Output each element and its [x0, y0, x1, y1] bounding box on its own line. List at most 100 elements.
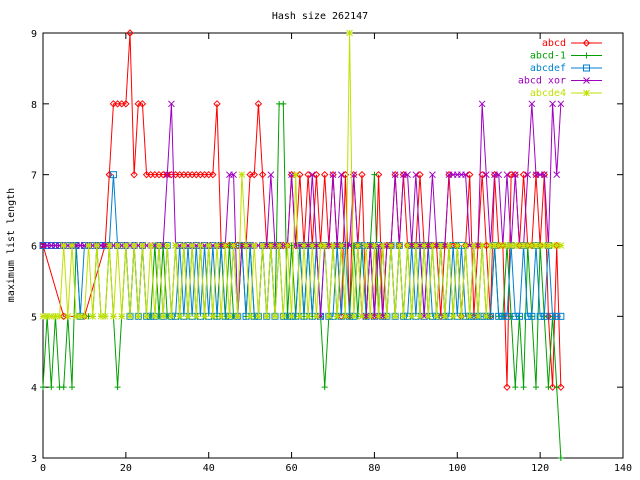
data-point-abcd	[254, 100, 263, 108]
data-point-abcdef	[528, 312, 536, 320]
data-point-abcd	[296, 170, 304, 179]
data-point-abcd	[321, 170, 329, 179]
data-point-abcd-xor	[391, 171, 399, 179]
data-point-abcd	[437, 312, 445, 321]
data-point-abcd-xor	[429, 171, 436, 179]
data-point-abcd-1	[553, 384, 560, 391]
data-point-abcde4	[201, 312, 208, 320]
y-tick-label: 7	[31, 171, 37, 182]
data-point-abcd-xor	[553, 171, 561, 179]
data-point-abcd-xor	[557, 100, 565, 108]
data-point-abcde4	[313, 312, 320, 320]
data-point-abcde4	[271, 312, 279, 320]
legend-label-abcdef: abcdef	[530, 63, 566, 74]
data-point-abcdef	[536, 312, 544, 320]
data-point-abcde4	[184, 312, 192, 320]
data-point-abcd-1	[533, 384, 539, 391]
y-tick-label: 3	[31, 454, 37, 465]
data-point-abcde4	[371, 242, 378, 249]
data-point-abcde4	[43, 312, 51, 320]
data-point-abcde4	[234, 312, 242, 320]
x-tick-label: 0	[40, 463, 46, 474]
data-point-abcde4	[329, 242, 337, 249]
data-point-abcd	[432, 241, 441, 250]
data-point-abcde4	[134, 312, 142, 320]
x-tick-label: 80	[368, 463, 380, 474]
data-point-abcde4	[118, 312, 126, 320]
data-point-abcde4	[540, 242, 548, 249]
data-point-abcde4	[39, 312, 47, 320]
data-point-abcde4	[412, 242, 420, 249]
x-tick-label: 140	[614, 463, 632, 474]
data-point-abcde4	[159, 312, 167, 320]
data-point-abcd	[474, 241, 482, 250]
data-point-abcde4	[400, 312, 407, 320]
x-tick-label: 60	[286, 463, 298, 474]
data-point-abcde4	[89, 312, 97, 320]
x-tick-label: 20	[120, 463, 132, 474]
data-point-abcd	[519, 170, 528, 179]
data-point-abcde4	[259, 242, 266, 249]
data-point-abcdef	[540, 312, 548, 320]
data-point-abcde4	[458, 312, 465, 320]
data-point-abcde4	[524, 242, 532, 249]
data-point-abcd	[416, 170, 424, 179]
data-point-abcd	[213, 100, 221, 108]
data-point-abcd	[325, 241, 333, 250]
data-point-abcde4	[553, 242, 561, 249]
data-point-abcd-xor	[230, 171, 237, 179]
data-point-abcde4	[143, 312, 150, 320]
data-point-abcde4	[93, 242, 101, 249]
data-point-abcd-xor	[540, 171, 548, 179]
data-point-abcde4	[511, 242, 519, 249]
y-tick-label: 5	[31, 312, 37, 323]
data-point-abcde4	[375, 312, 382, 320]
data-point-abcd	[312, 170, 321, 179]
data-point-abcd	[258, 170, 267, 179]
data-point-abcde4	[532, 242, 540, 249]
data-point-abcde4	[474, 312, 482, 320]
data-point-abcd-xor	[329, 171, 337, 179]
x-tick-label: 100	[448, 463, 466, 474]
data-point-abcde4	[213, 242, 221, 249]
data-point-abcde4	[536, 242, 544, 249]
data-point-abcde4	[487, 242, 494, 249]
data-point-abcd	[130, 170, 138, 179]
data-point-abcde4	[205, 242, 213, 249]
series-layer	[39, 29, 565, 461]
data-point-abcde4	[520, 242, 527, 249]
data-point-abcdef	[553, 312, 561, 320]
y-axis-label: maximum list length	[6, 188, 17, 302]
data-point-abcde4	[404, 242, 411, 249]
data-point-abcde4	[172, 242, 179, 249]
data-point-abcde4	[180, 242, 188, 249]
data-point-abcde4	[192, 312, 200, 320]
data-point-abcd-xor	[412, 171, 420, 179]
data-point-abcdef	[503, 312, 511, 320]
data-point-abcde4	[321, 242, 329, 249]
data-point-abcde4	[105, 242, 113, 249]
data-point-abcde4	[424, 312, 432, 320]
data-point-abcde4	[308, 242, 316, 249]
data-point-abcde4	[292, 171, 300, 179]
data-point-abcde4	[163, 242, 171, 249]
data-point-abcde4	[101, 312, 109, 320]
data-point-abcde4	[238, 171, 246, 179]
data-point-abcde4	[437, 242, 445, 249]
data-point-abcde4	[56, 312, 63, 320]
data-point-abcd-1	[508, 313, 515, 320]
data-point-abcde4	[503, 242, 511, 249]
data-point-abcd-xor	[528, 100, 536, 108]
data-point-abcde4	[242, 242, 250, 249]
data-point-abcde4	[499, 242, 507, 249]
data-point-abcd-1	[114, 384, 121, 391]
data-point-abcd-xor	[511, 171, 519, 179]
data-point-abcd-xor	[503, 171, 511, 179]
data-point-abcde4	[288, 312, 295, 320]
data-point-abcde4	[362, 242, 370, 249]
data-point-abcd-xor	[163, 171, 171, 179]
data-point-abcde4	[85, 242, 92, 249]
data-point-abcd-1	[520, 384, 527, 391]
data-point-abcd	[209, 170, 217, 179]
